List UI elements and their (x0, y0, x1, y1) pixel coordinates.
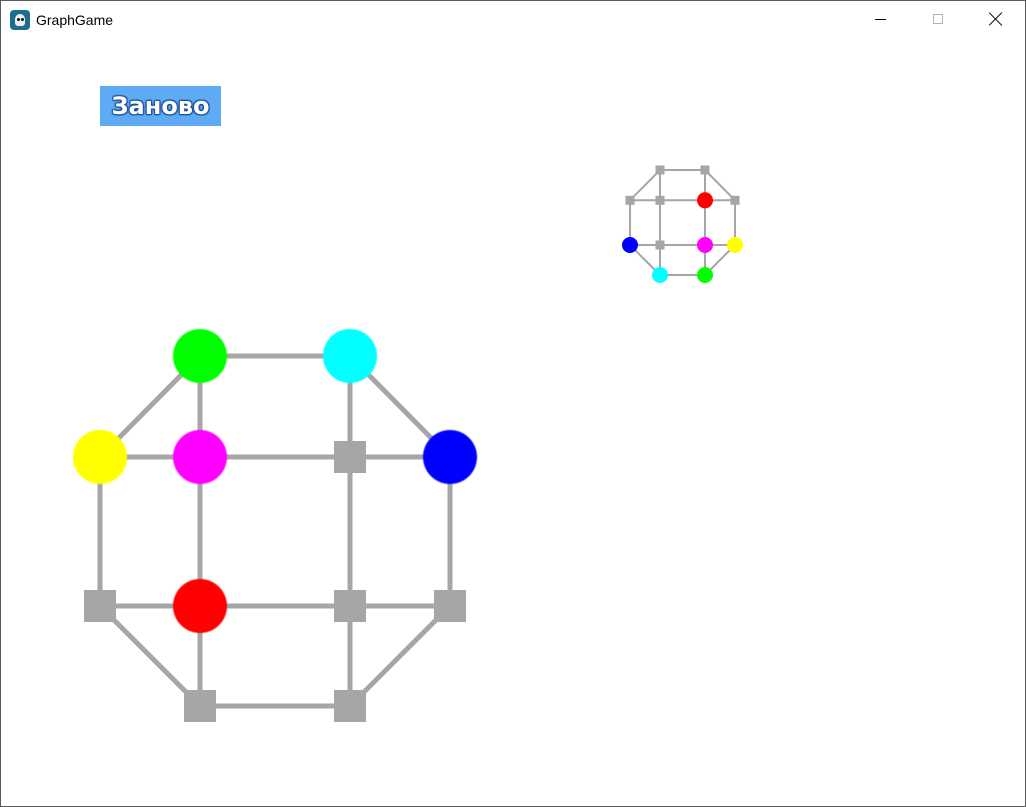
board-empty-node[interactable] (334, 690, 366, 722)
board-empty-node[interactable] (434, 590, 466, 622)
target-magenta-token (697, 237, 713, 253)
target-edge (704, 169, 736, 202)
board-cyan-token[interactable] (323, 329, 377, 383)
target-empty-node (730, 195, 740, 205)
target-empty-node (655, 195, 665, 205)
target-yellow-token (727, 237, 743, 253)
target-board (622, 165, 743, 283)
board-blue-token[interactable] (423, 430, 477, 484)
game-board (73, 329, 477, 722)
target-empty-node (655, 240, 665, 250)
target-empty-node (625, 195, 635, 205)
target-cyan-token (652, 267, 668, 283)
minimize-icon (874, 18, 886, 20)
board-edge (98, 604, 202, 708)
target-empty-node (700, 165, 710, 175)
target-red-token (697, 192, 713, 209)
window-title: GraphGame (36, 12, 114, 28)
maximize-button[interactable] (909, 1, 967, 37)
target-green-token (697, 267, 713, 283)
board-green-token[interactable] (173, 329, 227, 383)
board-yellow-token[interactable] (73, 430, 127, 484)
board-empty-node[interactable] (334, 590, 366, 622)
maximize-icon (933, 14, 943, 24)
title-bar[interactable]: GraphGame (1, 1, 1025, 39)
target-blue-token (622, 237, 638, 253)
target-edge (629, 169, 661, 202)
board-empty-node[interactable] (334, 441, 366, 473)
minimize-button[interactable] (851, 1, 909, 37)
board-edge (348, 604, 452, 708)
restart-button[interactable]: Заново (100, 86, 221, 126)
game-app-icon (10, 10, 30, 30)
board-empty-node[interactable] (184, 690, 216, 722)
board-empty-node[interactable] (84, 590, 116, 622)
target-empty-node (655, 165, 665, 175)
board-red-token[interactable] (173, 579, 227, 633)
board-magenta-token[interactable] (173, 430, 227, 484)
